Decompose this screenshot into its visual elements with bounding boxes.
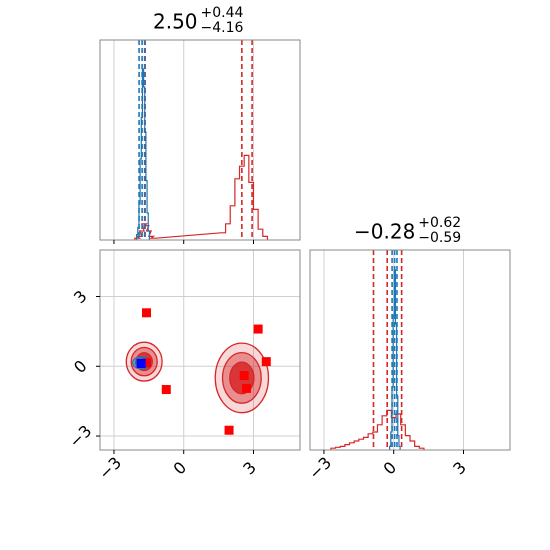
param1-title: 2.50 +0.44 −4.16 [153,6,244,38]
param1-minus: −4.16 [200,20,244,36]
y-tick-label-param2: 3 [70,287,91,308]
red-quantiles-param2 [372,250,403,450]
red-histogram-param2 [330,409,425,450]
param1-median: 2.50 [153,9,198,34]
red-square-marker [261,357,271,367]
panel-frame [99,39,301,241]
gridlines [100,250,300,450]
param2-median: −0.28 [354,219,416,244]
tick-marks [96,240,464,454]
x-tick-label-param1: 0 [170,458,191,479]
red-square-marker [242,383,252,393]
panel-frame [309,249,511,451]
blue-quantiles-param2 [391,250,398,450]
param2-errors: +0.62 −0.59 [418,216,461,246]
histogram-step [134,154,269,240]
x-tick-label-param1: 3 [239,458,260,479]
x-tick-label-param2: 0 [380,458,401,479]
x-tick-label-param2: 3 [449,458,470,479]
histogram-step [330,409,425,450]
param2-title: −0.28 +0.62 −0.59 [354,216,461,248]
truth-markers [136,308,271,435]
red-square-marker [161,385,171,395]
red-square-marker [253,324,263,334]
red-square-marker [239,371,249,381]
red-square-marker [142,308,152,318]
x-tick-label-param1: −3 [95,453,125,483]
red-square-marker [142,358,152,368]
red-quantiles-param1 [144,40,253,240]
panel-frame [99,249,301,451]
red-square-marker [224,425,234,435]
red-histogram-param1 [134,154,269,240]
y-tick-label-param2: 0 [70,356,91,377]
blue-square-marker [136,358,146,368]
gridlines [113,40,254,240]
blue-quantiles-param1 [138,40,146,240]
param1-errors: +0.44 −4.16 [201,6,244,36]
x-tick-label-param2: −3 [305,453,335,483]
param2-minus: −0.59 [418,230,462,246]
param2-plus: +0.62 [418,215,462,231]
param1-plus: +0.44 [200,5,244,21]
y-tick-label-param2: −3 [65,421,95,451]
